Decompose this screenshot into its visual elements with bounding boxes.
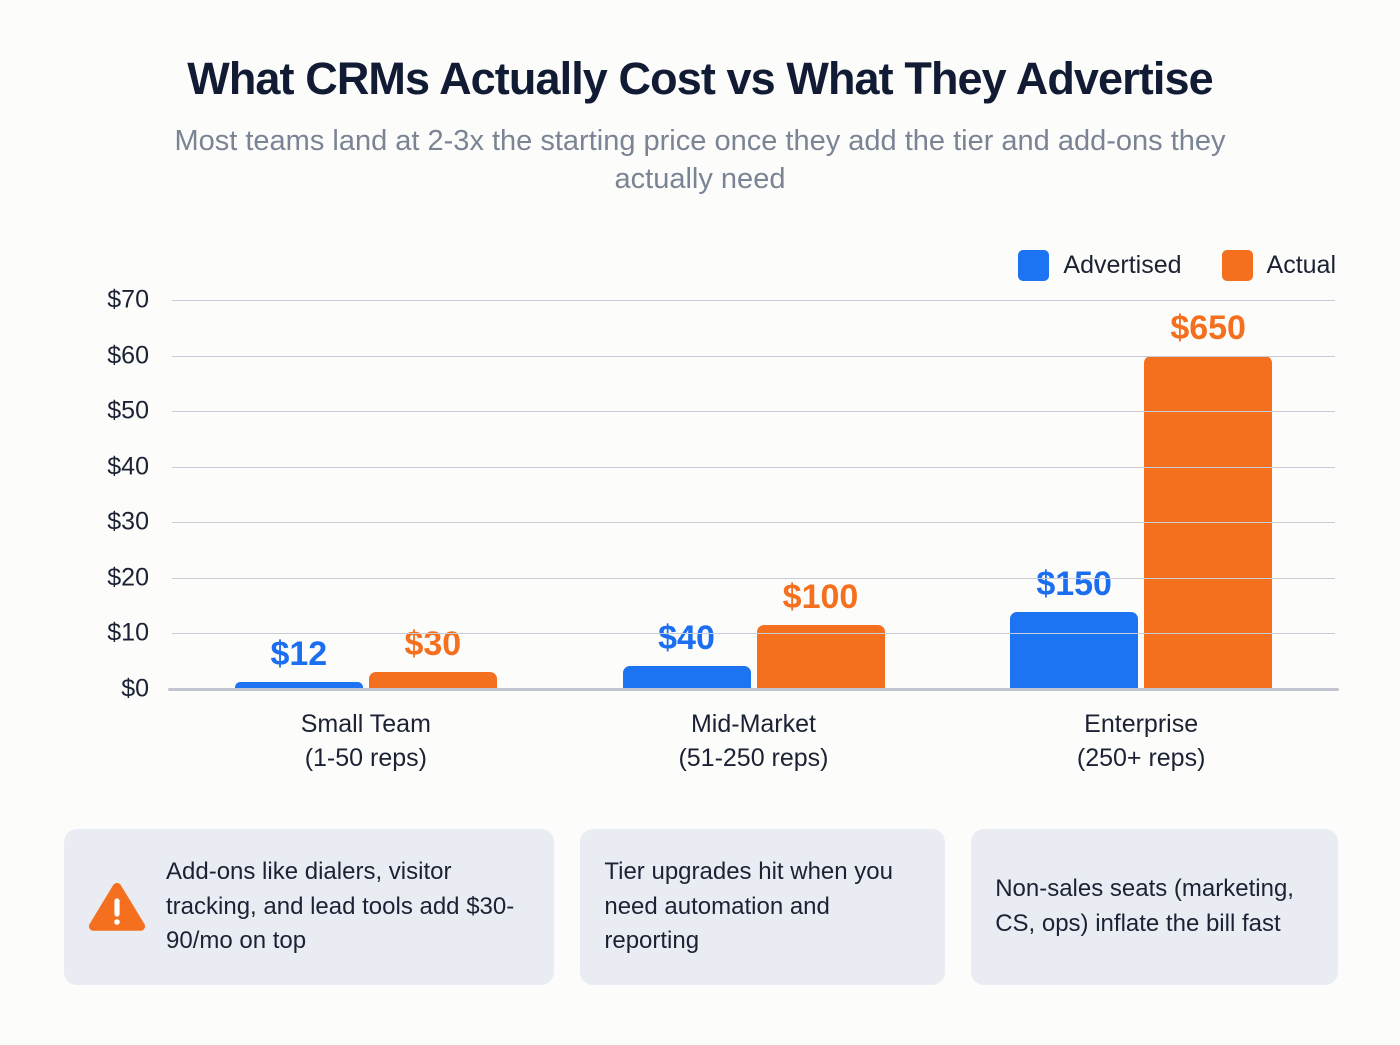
y-axis-tick-label: $20	[107, 563, 149, 592]
y-axis-tick-label: $30	[107, 507, 149, 536]
y-axis-tick-label: $40	[107, 452, 149, 481]
bar-value-label: $650	[1170, 308, 1246, 347]
y-axis-tick-label: $50	[107, 396, 149, 425]
note-card-row: Add-ons like dialers, visitor tracking, …	[64, 829, 1338, 985]
legend-item[interactable]: Actual	[1221, 250, 1336, 281]
category-name: Small Team	[300, 710, 431, 738]
gridline	[172, 522, 1335, 524]
gridline	[172, 411, 1335, 413]
chart-header: What CRMs Actually Cost vs What They Adv…	[0, 0, 1400, 198]
gridline	[172, 300, 1335, 301]
y-axis-tick-label: $10	[107, 618, 149, 647]
bar-advertised-mid-market[interactable]	[622, 665, 751, 689]
note-card: Add-ons like dialers, visitor tracking, …	[64, 829, 555, 985]
bar-value-label: $150	[1036, 564, 1112, 603]
x-axis-line	[168, 688, 1339, 691]
x-axis-category-label: Enterprise (250+ reps)	[947, 707, 1335, 775]
legend-swatch-advertised	[1018, 250, 1050, 281]
bar-advertised-small-team[interactable]	[234, 682, 363, 689]
note-card: Tier upgrades hit when you need automati…	[580, 829, 946, 985]
legend-label: Actual	[1266, 251, 1336, 279]
x-axis-category-label: Mid-Market (51-250 reps)	[560, 707, 948, 775]
category-name: Mid-Market	[690, 710, 816, 738]
note-card: Non-sales seats (marketing, CS, ops) inf…	[971, 829, 1338, 985]
bar-advertised-enterprise[interactable]	[1010, 611, 1139, 689]
x-axis-category-label: Small Team (1-50 reps)	[172, 707, 560, 775]
plot-area: $12 $30 $40 $100 $150 $650 $0 $10 $20 $30 $40 $50 $…	[107, 286, 1339, 703]
note-card-text: Tier upgrades hit when you need automati…	[604, 858, 893, 955]
bar-value-label: $100	[782, 577, 859, 616]
warning-triangle-icon	[88, 882, 146, 931]
legend-swatch-actual	[1221, 250, 1253, 281]
bar-actual-small-team[interactable]	[368, 672, 497, 689]
category-sublabel: (1-50 reps)	[304, 744, 427, 772]
note-card-text: Add-ons like dialers, visitor tracking, …	[166, 858, 515, 955]
gridline	[172, 466, 1335, 468]
y-axis-tick-label: $0	[121, 674, 149, 703]
bar-value-label: $12	[270, 635, 328, 674]
y-axis-tick-label: $60	[107, 341, 149, 370]
gridline	[172, 689, 1335, 690]
category-sublabel: (51-250 reps)	[678, 744, 829, 772]
chart-legend: Advertised Actual	[0, 250, 1400, 281]
legend-item[interactable]: Advertised	[1018, 250, 1182, 281]
gridline	[172, 633, 1335, 635]
bar-value-label: $30	[404, 625, 462, 664]
page-title: What CRMs Actually Cost vs What They Adv…	[187, 53, 1213, 104]
bar-actual-enterprise[interactable]	[1144, 355, 1273, 689]
page-subtitle: Most teams land at 2-3x the starting pri…	[174, 124, 1226, 195]
category-sublabel: (250+ reps)	[1076, 744, 1206, 772]
bar-value-label: $40	[658, 618, 715, 657]
y-axis-tick-label: $70	[107, 285, 149, 314]
category-name: Enterprise	[1084, 710, 1199, 738]
note-card-text: Non-sales seats (marketing, CS, ops) inf…	[995, 875, 1294, 937]
gridline	[172, 355, 1335, 357]
bar-actual-mid-market[interactable]	[756, 624, 885, 689]
legend-label: Advertised	[1063, 251, 1182, 279]
gridline	[172, 577, 1335, 579]
bar-group-container: $12 $30 $40 $100 $150 $650	[172, 300, 1335, 689]
